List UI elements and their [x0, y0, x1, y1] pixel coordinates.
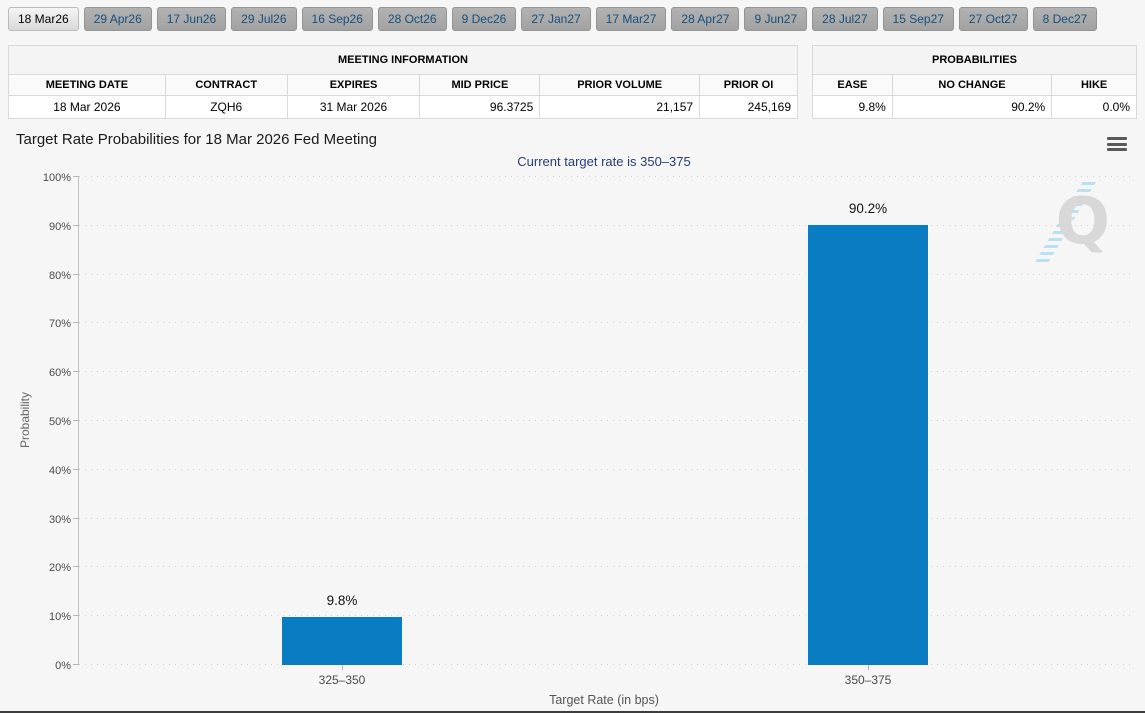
cell-prior-volume: 21,157 — [539, 95, 701, 119]
y-tick-20%: 20% — [48, 562, 71, 575]
x-tickmark-325–350 — [342, 665, 343, 670]
y-tickmark-80% — [73, 273, 79, 275]
y-tickmark-30% — [73, 517, 79, 519]
gridline-80% — [79, 273, 1130, 275]
y-tick-80%: 80% — [48, 269, 71, 282]
gridline-40% — [79, 468, 1130, 470]
tab-28-jul27[interactable]: 28 Jul27 — [812, 7, 878, 31]
plot-area: Q 0% 10% 20% 30% 40% 50% 60% 70% 80% 90% 100% 9.8% 3… — [43, 172, 1130, 687]
bar-350–375 — [808, 224, 928, 665]
y-tick-70%: 70% — [48, 318, 71, 331]
cell-no-change: 90.2% — [891, 95, 1053, 119]
quikstrike-q-icon: Q — [1055, 185, 1110, 259]
col-header-prior-volume: PRIOR VOLUME — [539, 74, 701, 96]
tab-28-apr27[interactable]: 28 Apr27 — [671, 7, 740, 31]
probabilities-table: PROBABILITIES EASE NO CHANGE HIKE 9.8% 9… — [812, 45, 1137, 119]
y-tickmark-60% — [73, 371, 79, 373]
tab-9-jun27[interactable]: 9 Jun27 — [744, 7, 808, 31]
tab-8-dec27[interactable]: 8 Dec27 — [1032, 7, 1098, 31]
y-tick-100%: 100% — [42, 172, 71, 184]
gridline-0% — [79, 664, 1130, 665]
y-tickmark-90% — [73, 224, 79, 226]
chart-title: Target Rate Probabilities for 18 Mar 202… — [16, 131, 378, 148]
meeting-info-title: MEETING INFORMATION — [8, 45, 798, 75]
y-tick-0%: 0% — [55, 660, 71, 672]
cell-hike: 0.0% — [1051, 95, 1137, 119]
tab-28-oct26[interactable]: 28 Oct26 — [377, 7, 447, 31]
col-header-ease: EASE — [812, 74, 893, 96]
y-tick-60%: 60% — [48, 367, 71, 380]
tab-17-jun26[interactable]: 17 Jun26 — [156, 7, 227, 31]
tab-15-sep27[interactable]: 15 Sep27 — [882, 7, 954, 31]
cell-expires: 31 Mar 2026 — [286, 95, 421, 119]
y-tickmark-100% — [73, 176, 79, 177]
tab-9-dec26[interactable]: 9 Dec26 — [451, 7, 517, 31]
table-row: 18 Mar 2026 ZQH6 31 Mar 2026 96.3725 21,… — [8, 95, 798, 119]
window-bottom-edge — [0, 711, 1145, 713]
y-tick-90%: 90% — [48, 220, 71, 233]
col-header-hike: HIKE — [1051, 74, 1137, 96]
tab-16-sep26[interactable]: 16 Sep26 — [301, 7, 373, 31]
gridline-20% — [79, 566, 1130, 568]
meeting-info-table: MEETING INFORMATION MEETING DATE CONTRAC… — [8, 45, 798, 119]
tab-27-jan27[interactable]: 27 Jan27 — [521, 7, 591, 31]
tab-18-mar26[interactable]: 18 Mar26 — [8, 7, 79, 31]
probabilities-title: PROBABILITIES — [812, 45, 1137, 75]
cell-meeting-date: 18 Mar 2026 — [8, 95, 166, 119]
cell-mid-price: 96.3725 — [419, 95, 541, 119]
gridline-100% — [79, 176, 1130, 177]
tab-27-oct27[interactable]: 27 Oct27 — [958, 7, 1028, 31]
gridline-70% — [79, 322, 1130, 324]
cell-contract: ZQH6 — [164, 95, 288, 119]
gridline-30% — [79, 517, 1130, 519]
cell-prior-oi: 245,169 — [699, 95, 798, 119]
y-tickmark-70% — [73, 322, 79, 324]
col-header-expires: EXPIRES — [286, 74, 421, 96]
tab-29-apr26[interactable]: 29 Apr26 — [83, 7, 152, 31]
x-tickmark-350–375 — [868, 665, 869, 670]
x-tick-325–350: 325–350 — [318, 673, 366, 687]
col-header-contract: CONTRACT — [164, 74, 288, 96]
y-tick-10%: 10% — [48, 611, 71, 624]
gridline-90% — [79, 224, 1130, 226]
tab-17-mar27[interactable]: 17 Mar27 — [595, 7, 667, 31]
y-tickmark-40% — [73, 468, 79, 470]
col-header-meeting-date: MEETING DATE — [8, 74, 166, 96]
y-tickmark-50% — [73, 420, 79, 421]
x-tick-350–375: 350–375 — [844, 673, 892, 687]
tab-29-jul26[interactable]: 29 Jul26 — [231, 7, 297, 31]
quikstrike-watermark: Q — [1034, 182, 1112, 264]
quikstrike-slash-icon — [1034, 182, 1096, 264]
col-header-mid-price: MID PRICE — [419, 74, 541, 96]
gridline-10% — [79, 615, 1130, 617]
hamburger-menu-icon[interactable] — [1107, 136, 1127, 152]
y-tick-50%: 50% — [48, 416, 71, 428]
y-tick-40%: 40% — [48, 464, 71, 477]
y-tick-30%: 30% — [48, 513, 71, 526]
meeting-tabbar: 18 Mar26 29 Apr26 17 Jun26 29 Jul26 16 Sep26… — [8, 7, 1098, 31]
col-header-no-change: NO CHANGE — [891, 74, 1053, 96]
bar-value-350–375: 90.2% — [848, 200, 888, 216]
gridline-50% — [79, 420, 1130, 421]
bar-value-325–350: 9.8% — [326, 593, 358, 609]
chart-subtitle: Current target rate is 350–375 — [517, 154, 691, 169]
y-tickmark-0% — [73, 664, 79, 665]
y-tickmark-20% — [73, 566, 79, 568]
x-axis-label: Target Rate (in bps) — [549, 693, 659, 707]
y-tickmark-10% — [73, 615, 79, 617]
table-row: 9.8% 90.2% 0.0% — [812, 95, 1137, 119]
col-header-prior-oi: PRIOR OI — [699, 74, 798, 96]
cell-ease: 9.8% — [812, 95, 893, 119]
bar-325–350 — [282, 617, 402, 665]
gridline-60% — [79, 371, 1130, 373]
